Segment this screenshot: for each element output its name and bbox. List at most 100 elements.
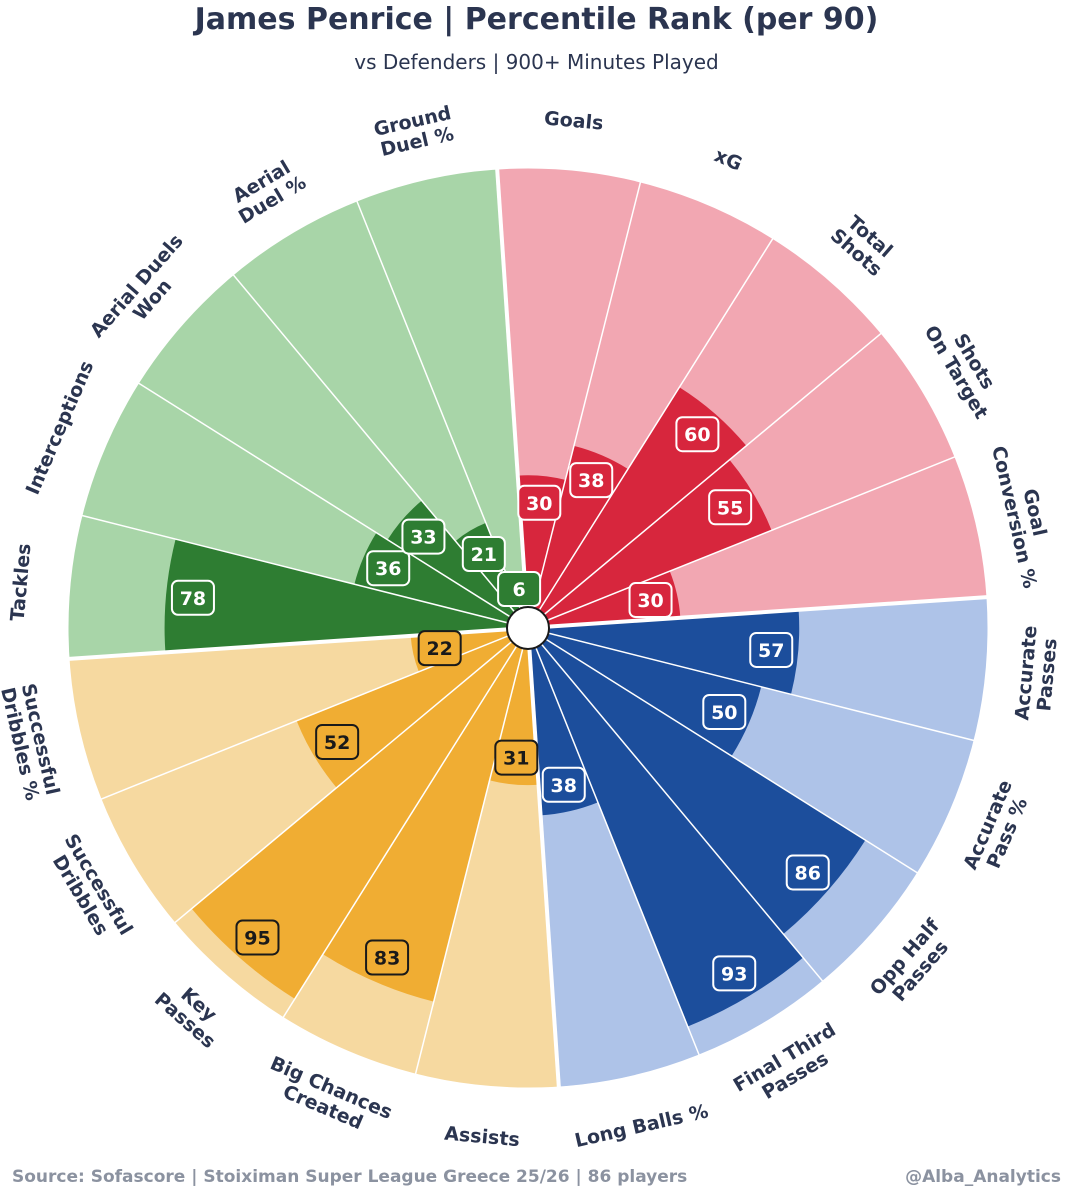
value-label: 60: [684, 424, 710, 446]
value-badge-box: [628, 582, 673, 619]
value-badge: 33: [401, 518, 446, 555]
value-badge-box: [315, 723, 360, 760]
value-label: 30: [526, 493, 552, 515]
value-badge-box: [517, 484, 562, 521]
value-label: 36: [375, 558, 401, 580]
value-label: 33: [410, 527, 436, 549]
value-badge-box: [712, 955, 757, 992]
group-divider: [526, 627, 561, 1088]
slice-category-label: KeyPasses: [150, 972, 233, 1052]
slice-divider: [81, 514, 529, 629]
slice-divider: [527, 627, 918, 874]
value-label: 38: [551, 775, 577, 797]
value-badge-box: [702, 693, 747, 730]
slice-divider: [174, 627, 529, 924]
value-badge-box: [675, 416, 720, 453]
slice-dividers: [68, 168, 988, 1088]
slice-divider: [527, 627, 975, 742]
value-label: 38: [578, 470, 604, 492]
slice-category-label: Interceptions: [22, 358, 99, 498]
value-badge: 57: [749, 631, 794, 668]
value-badge-box: [365, 939, 410, 976]
value-label: 31: [503, 748, 529, 770]
slice-background: [356, 169, 527, 609]
value-badge: 78: [170, 579, 215, 616]
value-badge-box: [708, 489, 753, 526]
value-badge: 31: [494, 739, 539, 776]
slice-divider: [527, 181, 642, 629]
slice-category-label: Final ThirdPasses: [730, 1019, 851, 1115]
value-badge: 86: [785, 854, 830, 891]
slice-category-label: xG: [711, 144, 745, 175]
slice-divider: [138, 382, 529, 629]
value-badge: 30: [628, 582, 673, 619]
value-badge-box: [461, 535, 506, 572]
slice-background: [233, 201, 521, 612]
slice-category-label: Goals: [543, 107, 604, 134]
slice-category-label: Big ChancesCreated: [259, 1052, 396, 1143]
slice-category-label: Assists: [443, 1123, 520, 1152]
slice-category-label: TotalShots: [826, 209, 900, 281]
slice-divider: [527, 627, 700, 1056]
value-label: 78: [180, 588, 206, 610]
value-badge: 95: [235, 919, 280, 956]
value-badge: 52: [315, 723, 360, 760]
value-badge: 83: [365, 939, 410, 976]
slice-divider: [527, 238, 774, 629]
value-label: 22: [426, 638, 452, 660]
value-badge: 50: [702, 693, 747, 730]
value-badge: 6: [497, 571, 542, 608]
outer-rim: [67, 167, 989, 1089]
slice-value-bar: [164, 539, 508, 653]
author-handle: @Alba_Analytics: [905, 1167, 1061, 1187]
center-hub: [506, 606, 550, 650]
value-badge: 36: [366, 550, 411, 587]
slice-value-bar: [191, 641, 517, 999]
value-label: 57: [758, 640, 784, 662]
slice-background: [69, 629, 509, 800]
slice-category-label: ShotsOn Target: [920, 311, 1011, 423]
value-badge: 21: [461, 535, 506, 572]
slice-divider: [527, 456, 956, 629]
value-badge: 93: [712, 955, 757, 992]
value-label: 6: [512, 579, 525, 601]
slice-category-label: Opp HalfPasses: [866, 914, 960, 1013]
value-badge-box: [749, 631, 794, 668]
slice-value-bar: [548, 609, 800, 695]
value-label: 52: [324, 732, 350, 754]
slice-category-label: AccuratePass %: [959, 777, 1036, 881]
slice-category-label: GroundDuel %: [372, 102, 458, 161]
slice-category-label: AerialDuel %: [224, 153, 310, 228]
value-badge-box: [541, 766, 586, 803]
value-badge-box: [785, 854, 830, 891]
slice-category-label: SuccessfulDribbles: [42, 830, 137, 950]
value-label: 30: [637, 590, 663, 612]
slice-category-label: Tackles: [7, 543, 36, 623]
value-badge-box: [170, 579, 215, 616]
chart-subtitle: vs Defenders | 900+ Minutes Played: [354, 50, 719, 74]
value-badge-box: [366, 550, 411, 587]
slice-category-label: AccuratePasses: [1011, 625, 1062, 723]
value-label: 86: [795, 863, 821, 885]
value-badges: 30 38 60 55 30 57 50 86 93 38 31 83 95 52 22 78 36 33 21 6: [170, 416, 830, 992]
value-label: 95: [244, 927, 270, 949]
slice-divider: [527, 627, 824, 982]
value-badge-box: [235, 919, 280, 956]
value-badge-box: [401, 518, 446, 555]
slice-divider: [282, 627, 529, 1018]
value-badge-box: [494, 739, 539, 776]
value-badge: 38: [541, 766, 586, 803]
value-badge: 60: [675, 416, 720, 453]
chart-title: James Penrice | Percentile Rank (per 90): [194, 2, 879, 37]
value-badge-box: [569, 462, 614, 499]
slice-divider: [527, 332, 882, 629]
slice-category-label: Long Balls %: [573, 1100, 711, 1152]
slice-divider: [414, 627, 529, 1075]
slice-category-label: GoalConversion %: [987, 439, 1061, 590]
value-badge: 38: [569, 462, 614, 499]
value-badge-box: [497, 571, 542, 608]
group-divider: [527, 595, 988, 630]
value-label: 50: [711, 702, 737, 724]
group-divider: [495, 168, 530, 629]
